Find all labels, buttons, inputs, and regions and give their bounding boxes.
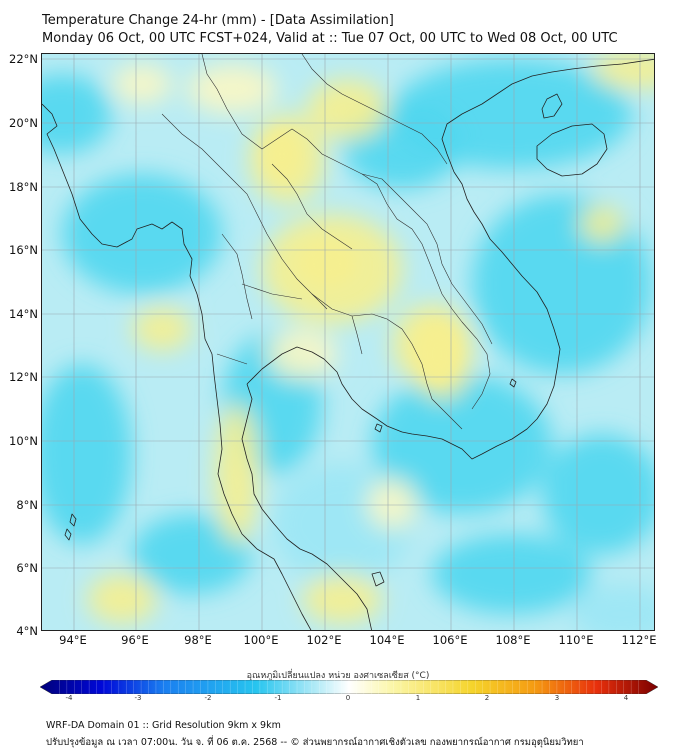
colorbar [40,680,658,694]
temperature-field-detail [264,129,457,382]
colorbar-tick: 2 [484,694,490,702]
colorbar-tick: -3 [134,694,142,702]
lon-label-102e: 102°E [306,633,342,647]
lon-label-104e: 104°E [369,633,405,647]
lat-label-16n: 16°N [9,243,38,257]
footer-credit: ปรับปรุงข้อมูล ณ เวลา 07:00น. วัน จ. ที่… [46,737,584,748]
colorbar-tick: 4 [623,694,629,702]
colorbar-title: อุณหภูมิเปลี่ยนแปลง หน่วย องศาเซลเซียส (… [246,671,430,681]
temperature-field [42,54,654,630]
coastlines [42,58,654,630]
temperature-change-map [41,53,655,631]
colorbar-tick: -4 [65,694,73,702]
lat-label-14n: 14°N [9,307,38,321]
graticule [42,54,654,630]
map-canvas [42,54,654,630]
colorbar-tick: 0 [345,694,351,702]
borders [161,54,493,430]
lon-label-108e: 108°E [495,633,531,647]
lat-label-8n: 8°N [16,498,38,512]
lat-label-18n: 18°N [9,180,38,194]
colorbar-tick: 3 [554,694,560,702]
lat-label-12n: 12°N [9,370,38,384]
lon-label-106e: 106°E [432,633,468,647]
footer-model-info: WRF-DA Domain 01 :: Grid Resolution 9km … [46,720,281,731]
lat-label-22n: 22°N [9,52,38,66]
colorbar-tick: -2 [204,694,212,702]
lon-label-112e: 112°E [621,633,657,647]
lon-label-94e: 94°E [59,633,87,647]
map-title: Temperature Change 24-hr (mm) - [Data As… [42,13,394,28]
lat-label-6n: 6°N [16,561,38,575]
lat-label-4n: 4°N [16,624,38,638]
lon-label-110e: 110°E [558,633,594,647]
lon-label-96e: 96°E [121,633,149,647]
colorbar-tick: 1 [415,694,421,702]
colorbar-tick: -1 [274,694,282,702]
lat-label-10n: 10°N [9,434,38,448]
lon-label-100e: 100°E [243,633,279,647]
map-subtitle: Monday 06 Oct, 00 UTC FCST+024, Valid at… [42,31,618,46]
lon-label-98e: 98°E [184,633,212,647]
lat-label-20n: 20°N [9,116,38,130]
